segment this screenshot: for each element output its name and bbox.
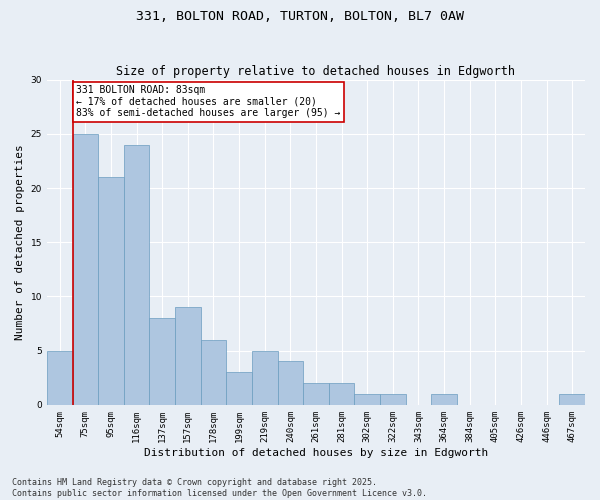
Bar <box>329 383 355 405</box>
Title: Size of property relative to detached houses in Edgworth: Size of property relative to detached ho… <box>116 66 515 78</box>
Bar <box>380 394 406 405</box>
Bar <box>47 350 73 405</box>
Text: 331, BOLTON ROAD, TURTON, BOLTON, BL7 0AW: 331, BOLTON ROAD, TURTON, BOLTON, BL7 0A… <box>136 10 464 23</box>
Bar <box>73 134 98 405</box>
Bar <box>98 177 124 405</box>
Bar <box>124 144 149 405</box>
Bar <box>252 350 278 405</box>
Bar <box>278 362 303 405</box>
Bar <box>303 383 329 405</box>
Bar <box>200 340 226 405</box>
Bar <box>149 318 175 405</box>
Bar <box>431 394 457 405</box>
Bar <box>355 394 380 405</box>
X-axis label: Distribution of detached houses by size in Edgworth: Distribution of detached houses by size … <box>144 448 488 458</box>
Text: 331 BOLTON ROAD: 83sqm
← 17% of detached houses are smaller (20)
83% of semi-det: 331 BOLTON ROAD: 83sqm ← 17% of detached… <box>76 85 341 118</box>
Bar <box>226 372 252 405</box>
Y-axis label: Number of detached properties: Number of detached properties <box>15 144 25 340</box>
Bar <box>559 394 585 405</box>
Text: Contains HM Land Registry data © Crown copyright and database right 2025.
Contai: Contains HM Land Registry data © Crown c… <box>12 478 427 498</box>
Bar <box>175 308 200 405</box>
